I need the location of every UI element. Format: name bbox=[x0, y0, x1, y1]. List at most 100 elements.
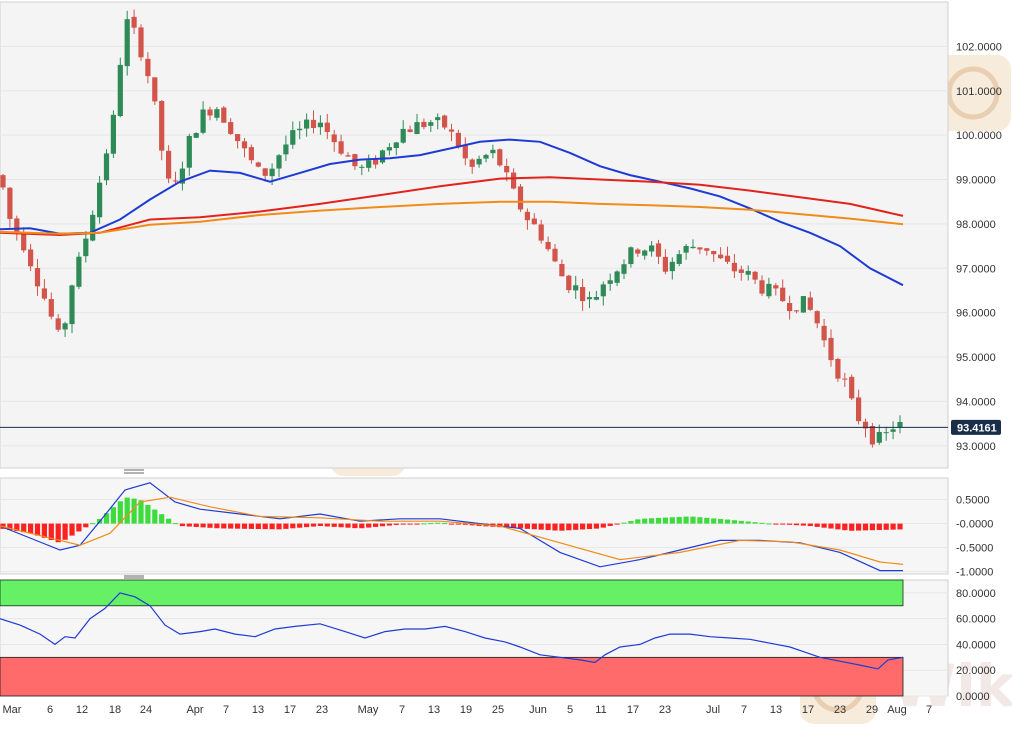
macd-histogram-bar bbox=[842, 523, 848, 531]
candle-body bbox=[14, 218, 20, 233]
candle-body bbox=[635, 249, 641, 254]
candle-body bbox=[566, 275, 572, 291]
candle-body bbox=[876, 431, 882, 443]
candle-body bbox=[593, 296, 599, 300]
price-panel[interactable] bbox=[0, 1, 949, 469]
macd-histogram-bar bbox=[545, 523, 551, 531]
candle-body bbox=[76, 256, 82, 287]
x-axis-label: 18 bbox=[109, 704, 121, 716]
candle-body bbox=[580, 287, 586, 302]
macd-histogram-bar bbox=[745, 521, 751, 524]
macd-histogram-bar bbox=[345, 523, 351, 528]
x-axis-label: 6 bbox=[47, 704, 53, 716]
price-tick-label: 99.0000 bbox=[956, 175, 996, 187]
rsi-resize-handle[interactable] bbox=[124, 575, 144, 579]
macd-histogram-bar bbox=[849, 523, 855, 531]
candle-body bbox=[435, 117, 441, 121]
candle-body bbox=[7, 187, 13, 219]
candle-body bbox=[172, 180, 179, 182]
macd-histogram-bar bbox=[14, 523, 20, 532]
candle-body bbox=[559, 264, 565, 277]
candle-body bbox=[752, 271, 758, 280]
macd-histogram-bar bbox=[338, 523, 344, 528]
macd-tick-label: -0.0000 bbox=[956, 519, 993, 531]
candle-body bbox=[890, 429, 896, 432]
macd-histogram-bar bbox=[683, 516, 689, 524]
macd-histogram-bar bbox=[586, 523, 593, 530]
candle-body bbox=[821, 325, 827, 341]
macd-histogram-bar bbox=[352, 523, 358, 529]
candle-body bbox=[200, 109, 206, 133]
macd-histogram-bar bbox=[455, 523, 461, 525]
candle-body bbox=[511, 172, 517, 189]
macd-histogram-bar bbox=[90, 523, 96, 525]
candle-body bbox=[124, 19, 130, 67]
rsi-tick-label: 80.0000 bbox=[956, 588, 996, 600]
macd-histogram-bar bbox=[655, 517, 662, 524]
macd-histogram-bar bbox=[690, 516, 696, 524]
macd-histogram-bar bbox=[290, 523, 296, 529]
macd-panel[interactable] bbox=[0, 477, 949, 575]
macd-histogram-bar bbox=[41, 523, 47, 538]
candle-body bbox=[310, 119, 317, 128]
candle-body bbox=[462, 144, 468, 159]
rsi-oversold-zone bbox=[0, 656, 904, 697]
candle-body bbox=[338, 141, 344, 154]
macd-histogram-bar bbox=[697, 517, 703, 524]
macd-resize-handle[interactable] bbox=[124, 469, 144, 474]
candle-body bbox=[48, 299, 54, 317]
candle-body bbox=[897, 421, 903, 428]
macd-histogram-bar bbox=[138, 500, 144, 524]
macd-histogram-bar bbox=[241, 523, 248, 529]
candle-body bbox=[745, 270, 751, 275]
macd-histogram-bar bbox=[448, 523, 455, 525]
macd-histogram-bar bbox=[593, 523, 599, 529]
macd-histogram-bar bbox=[262, 523, 268, 530]
macd-histogram-bar bbox=[669, 517, 675, 524]
macd-histogram-bar bbox=[55, 523, 61, 543]
macd-histogram-bar bbox=[379, 523, 386, 527]
candle-body bbox=[780, 287, 786, 302]
candle-body bbox=[731, 262, 737, 272]
macd-histogram-bar bbox=[435, 522, 441, 524]
wikifx-watermark: WikiFX bbox=[935, 55, 1011, 131]
candle-body bbox=[207, 109, 213, 116]
candle-body bbox=[62, 323, 68, 330]
macd-histogram-bar bbox=[235, 523, 241, 529]
candle-body bbox=[628, 247, 634, 265]
macd-histogram-bar bbox=[724, 519, 731, 524]
macd-histogram-bar bbox=[317, 523, 323, 527]
x-axis-label: 11 bbox=[595, 704, 606, 716]
candle-body bbox=[883, 432, 889, 434]
macd-histogram-bar bbox=[793, 523, 800, 526]
macd-histogram-bar bbox=[207, 523, 213, 528]
macd-histogram-bar bbox=[821, 523, 827, 528]
rsi-line bbox=[0, 592, 904, 670]
x-axis-label: 5 bbox=[567, 704, 573, 716]
candlestick-series bbox=[0, 9, 903, 448]
candle-body bbox=[655, 243, 662, 257]
macd-histogram-bar bbox=[393, 523, 399, 525]
x-axis-label: 23 bbox=[659, 704, 671, 716]
candle-body bbox=[724, 255, 731, 262]
candle-body bbox=[331, 134, 337, 143]
macd-histogram-bar bbox=[780, 523, 786, 525]
macd-histogram-bar bbox=[628, 520, 634, 524]
candle-body bbox=[690, 246, 696, 249]
macd-histogram-bar bbox=[221, 523, 227, 529]
x-axis-label: 7 bbox=[223, 704, 229, 716]
candle-body bbox=[248, 147, 254, 161]
moving-average-line bbox=[0, 176, 904, 237]
candle-body bbox=[393, 142, 399, 149]
x-axis-label: 29 bbox=[866, 704, 878, 716]
macd-histogram-bar bbox=[166, 518, 172, 524]
macd-histogram-bar bbox=[704, 517, 710, 524]
macd-histogram-bar bbox=[869, 523, 875, 531]
macd-histogram-bar bbox=[538, 523, 544, 530]
candle-body bbox=[228, 122, 234, 134]
candle-body bbox=[214, 109, 220, 118]
candle-body bbox=[662, 256, 668, 272]
candle-body bbox=[773, 285, 779, 289]
macd-histogram-bar bbox=[186, 523, 192, 527]
macd-histogram-bar bbox=[359, 523, 365, 529]
